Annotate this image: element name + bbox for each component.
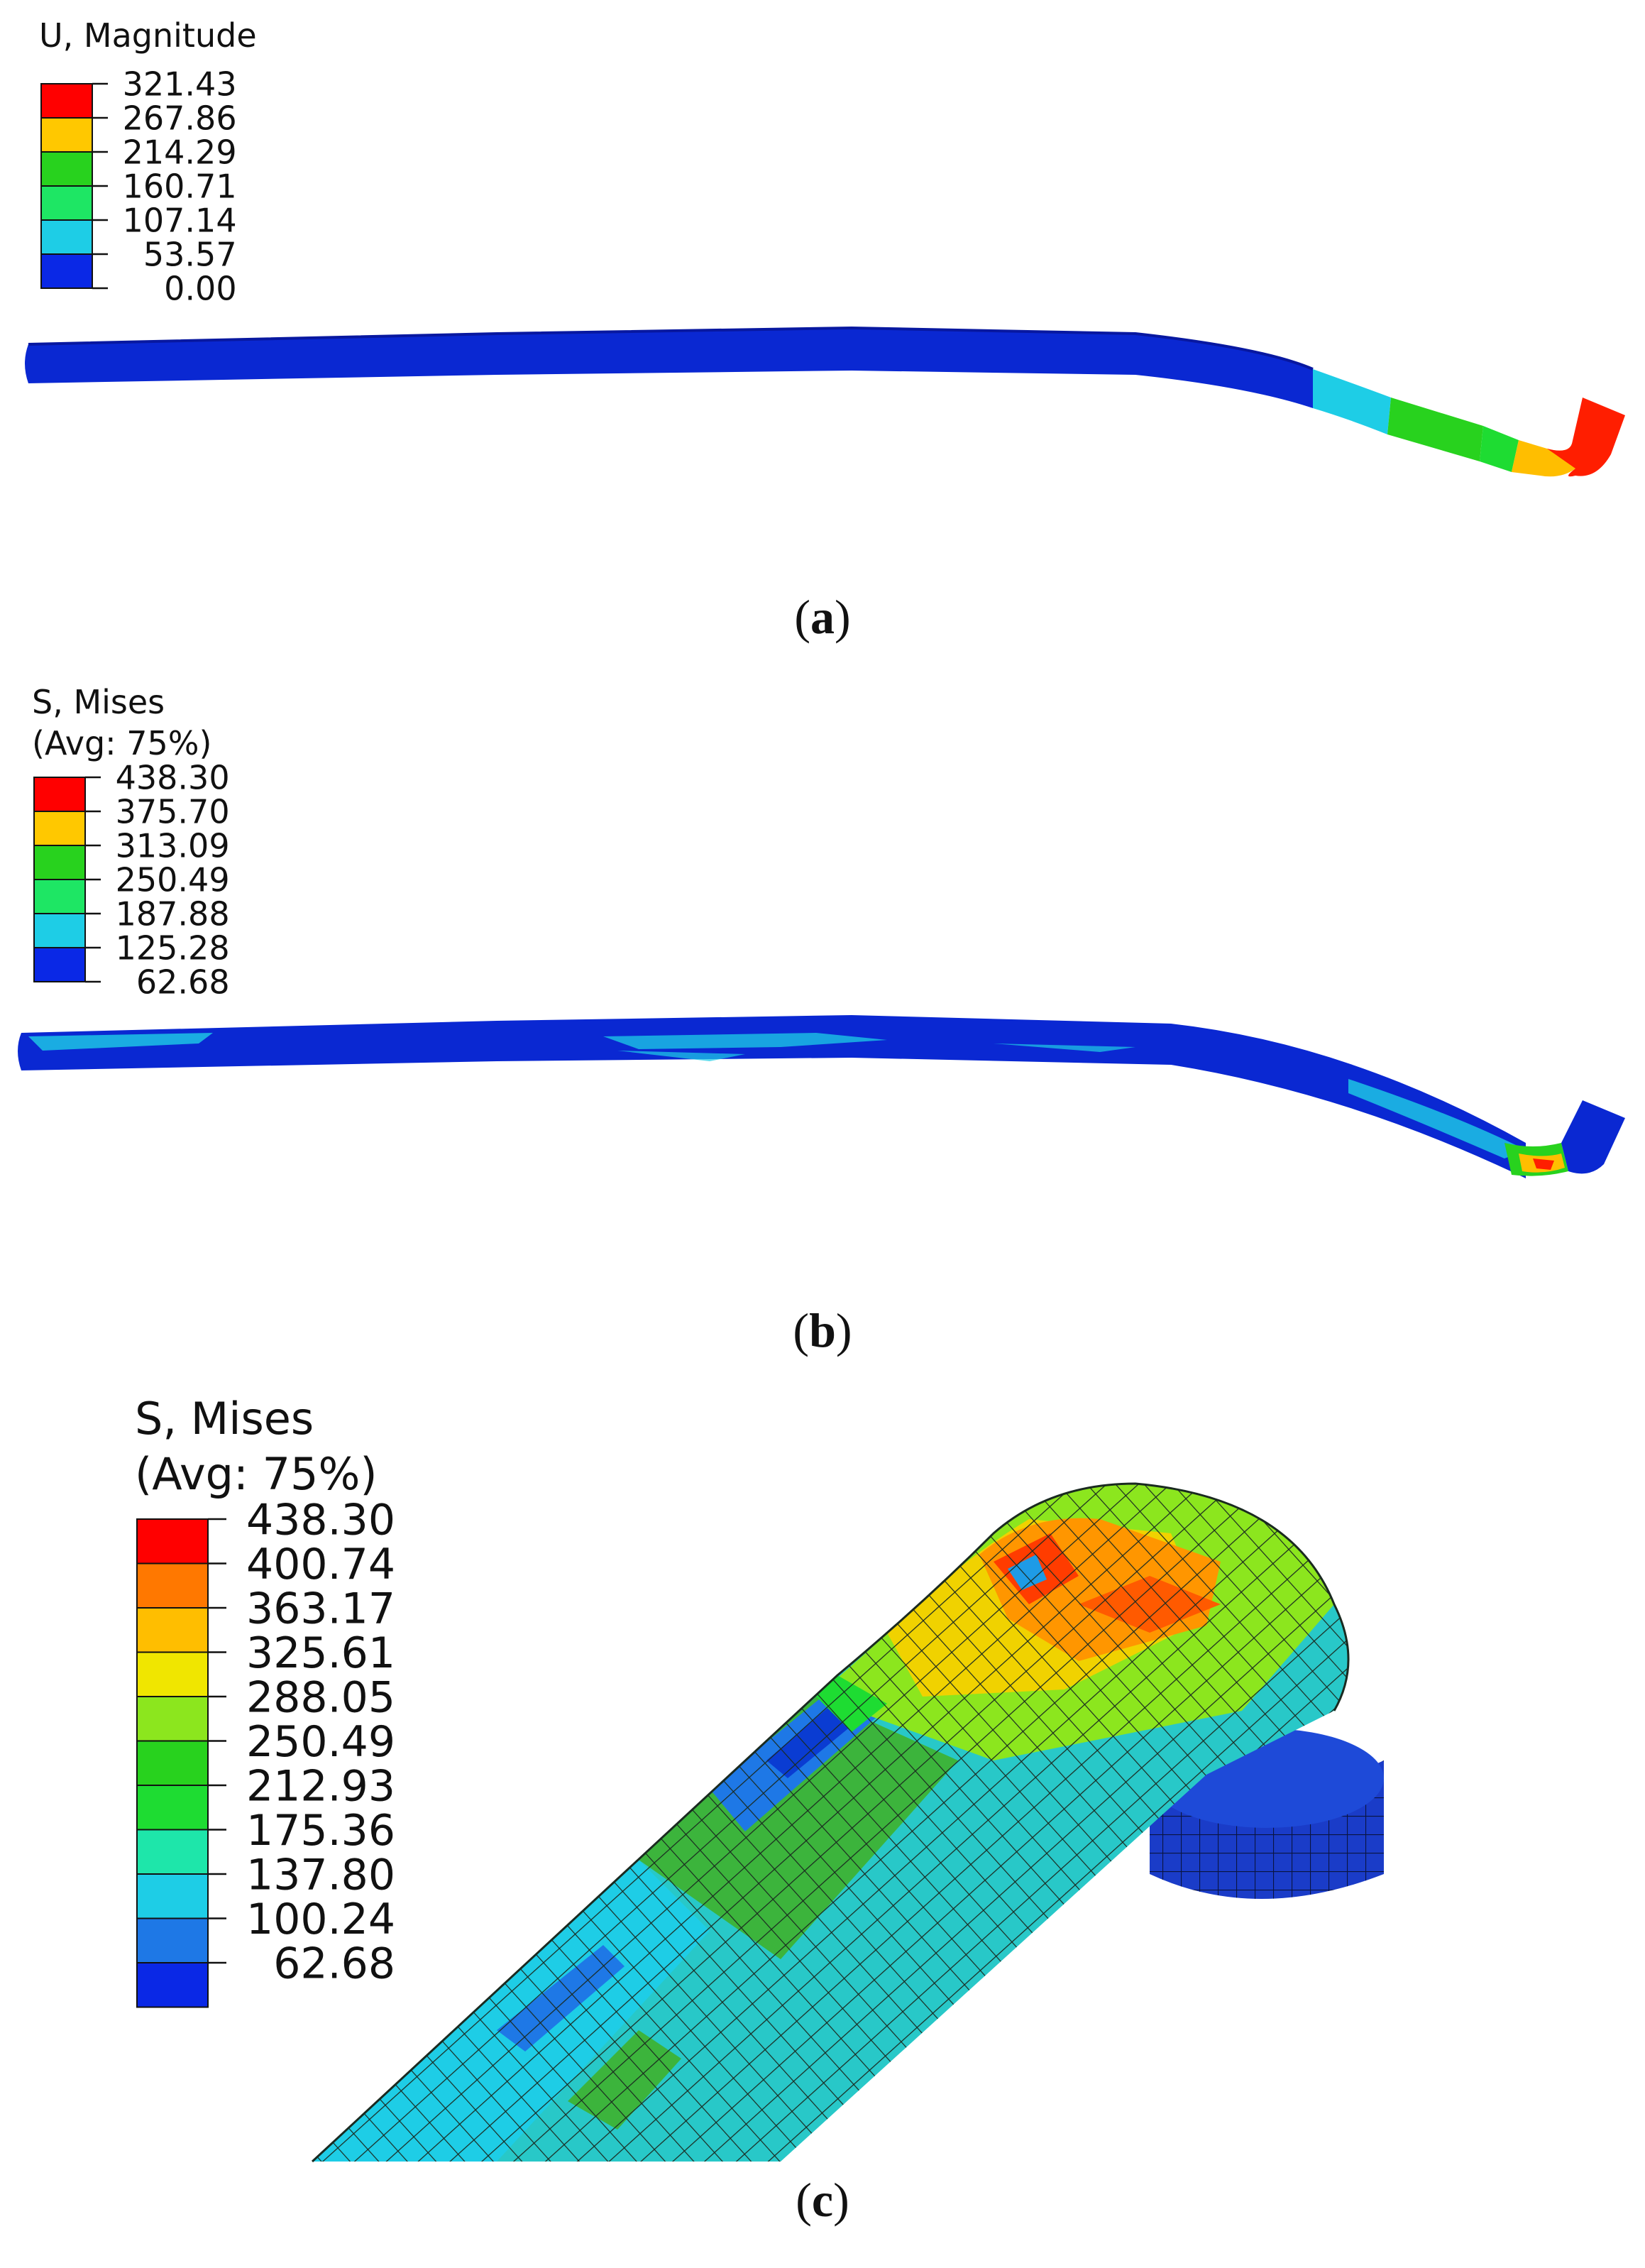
legend-swatch <box>40 117 93 153</box>
legend-value-label: 250.49 <box>246 1717 395 1767</box>
legend-swatch <box>40 151 93 187</box>
legend-value-label: 325.61 <box>246 1628 395 1678</box>
legend-value-label: 212.93 <box>246 1762 395 1812</box>
legend-value-label: 137.80 <box>246 1851 395 1900</box>
caption-letter: a <box>810 590 835 644</box>
legend-value-label: 375.70 <box>116 793 230 831</box>
legend-title-line: (Avg: 75%) <box>135 1448 378 1500</box>
legend-swatch <box>136 1651 209 1697</box>
legend-swatch <box>40 83 93 119</box>
legend-swatch <box>40 253 93 289</box>
legend-swatch <box>136 1740 209 1786</box>
legend-value-label: 62.68 <box>136 963 230 1002</box>
legend-value-label: 438.30 <box>246 1496 395 1545</box>
legend-value-label: 250.49 <box>116 861 230 899</box>
legend-swatch <box>136 1829 209 1875</box>
caption-letter: c <box>811 2173 834 2227</box>
legend-title-line: S, Mises <box>135 1393 314 1445</box>
legend-title-b: S, Mises (Avg: 75%) <box>32 681 211 764</box>
legend-swatch <box>136 1873 209 1919</box>
legend-title-c: S, Mises (Avg: 75%) <box>135 1391 378 1502</box>
legend-title-line: (Avg: 75%) <box>32 724 212 762</box>
legend-swatch <box>136 1785 209 1831</box>
legend-swatch <box>33 811 86 846</box>
legend-value-label: 125.28 <box>116 929 230 968</box>
legend-value-label: 438.30 <box>116 759 230 797</box>
panel-c-figure: 438.30400.74363.17325.61288.05250.49212.… <box>136 1482 1384 2163</box>
legend-value-label: 100.24 <box>246 1895 395 1944</box>
panel-b-figure: 438.30375.70313.09250.49187.88125.2862.6… <box>18 759 1625 1178</box>
legend-b-colorbar: 438.30375.70313.09250.49187.88125.2862.6… <box>33 759 230 1002</box>
caption-a: (a) <box>794 590 851 644</box>
legend-c-colorbar: 438.30400.74363.17325.61288.05250.49212.… <box>136 1496 395 2008</box>
panel-c-mises-stress-detail: S, Mises (Avg: 75%) 438.30 400.74 363.17 32… <box>0 1391 1645 2268</box>
legend-swatch <box>40 219 93 255</box>
legend-swatch <box>136 1696 209 1742</box>
legend-value-label: 62.68 <box>273 1939 395 1989</box>
legend-title-a: U, Magnitude <box>39 16 257 55</box>
legend-value-label: 363.17 <box>246 1584 395 1634</box>
legend-swatch <box>33 879 86 914</box>
legend-swatch <box>33 777 86 812</box>
legend-value-label: 107.14 <box>123 202 237 240</box>
legend-value-label: 175.36 <box>246 1806 395 1856</box>
legend-value-label: 214.29 <box>123 133 237 172</box>
caption-letter: b <box>809 1303 836 1357</box>
legend-swatch <box>33 913 86 948</box>
legend-swatch <box>33 845 86 880</box>
legend-value-label: 321.43 <box>123 65 237 104</box>
legend-value-label: 313.09 <box>116 827 230 865</box>
legend-swatch <box>136 1962 209 2008</box>
caption-c: (c) <box>796 2173 849 2227</box>
pipe-model-c <box>311 1482 1384 2163</box>
legend-value-label: 267.86 <box>123 99 237 138</box>
legend-value-label: 0.00 <box>164 270 236 308</box>
legend-value-label: 400.74 <box>246 1540 395 1589</box>
legend-swatch <box>136 1917 209 1963</box>
caption-b: (b) <box>793 1303 852 1357</box>
legend-swatch <box>40 185 93 221</box>
beam-model-b <box>18 1015 1625 1178</box>
beam-model-a <box>25 326 1625 477</box>
legend-swatch <box>136 1562 209 1609</box>
panel-b-mises-stress: S, Mises (Avg: 75%) 438.30 375.70 313.09 25… <box>0 681 1645 1391</box>
panel-a-displacement: U, Magnitude 321.43 267.86 214.29 160.71 107… <box>0 0 1645 681</box>
legend-swatch <box>33 947 86 982</box>
legend-value-label: 288.05 <box>246 1673 395 1723</box>
legend-swatch <box>136 1518 209 1565</box>
legend-title-line: S, Mises <box>32 683 165 721</box>
legend-value-label: 160.71 <box>123 168 237 206</box>
legend-title-line: U, Magnitude <box>39 16 257 55</box>
legend-value-label: 187.88 <box>116 895 230 933</box>
legend-swatch <box>136 1607 209 1653</box>
legend-value-label: 53.57 <box>143 236 237 274</box>
